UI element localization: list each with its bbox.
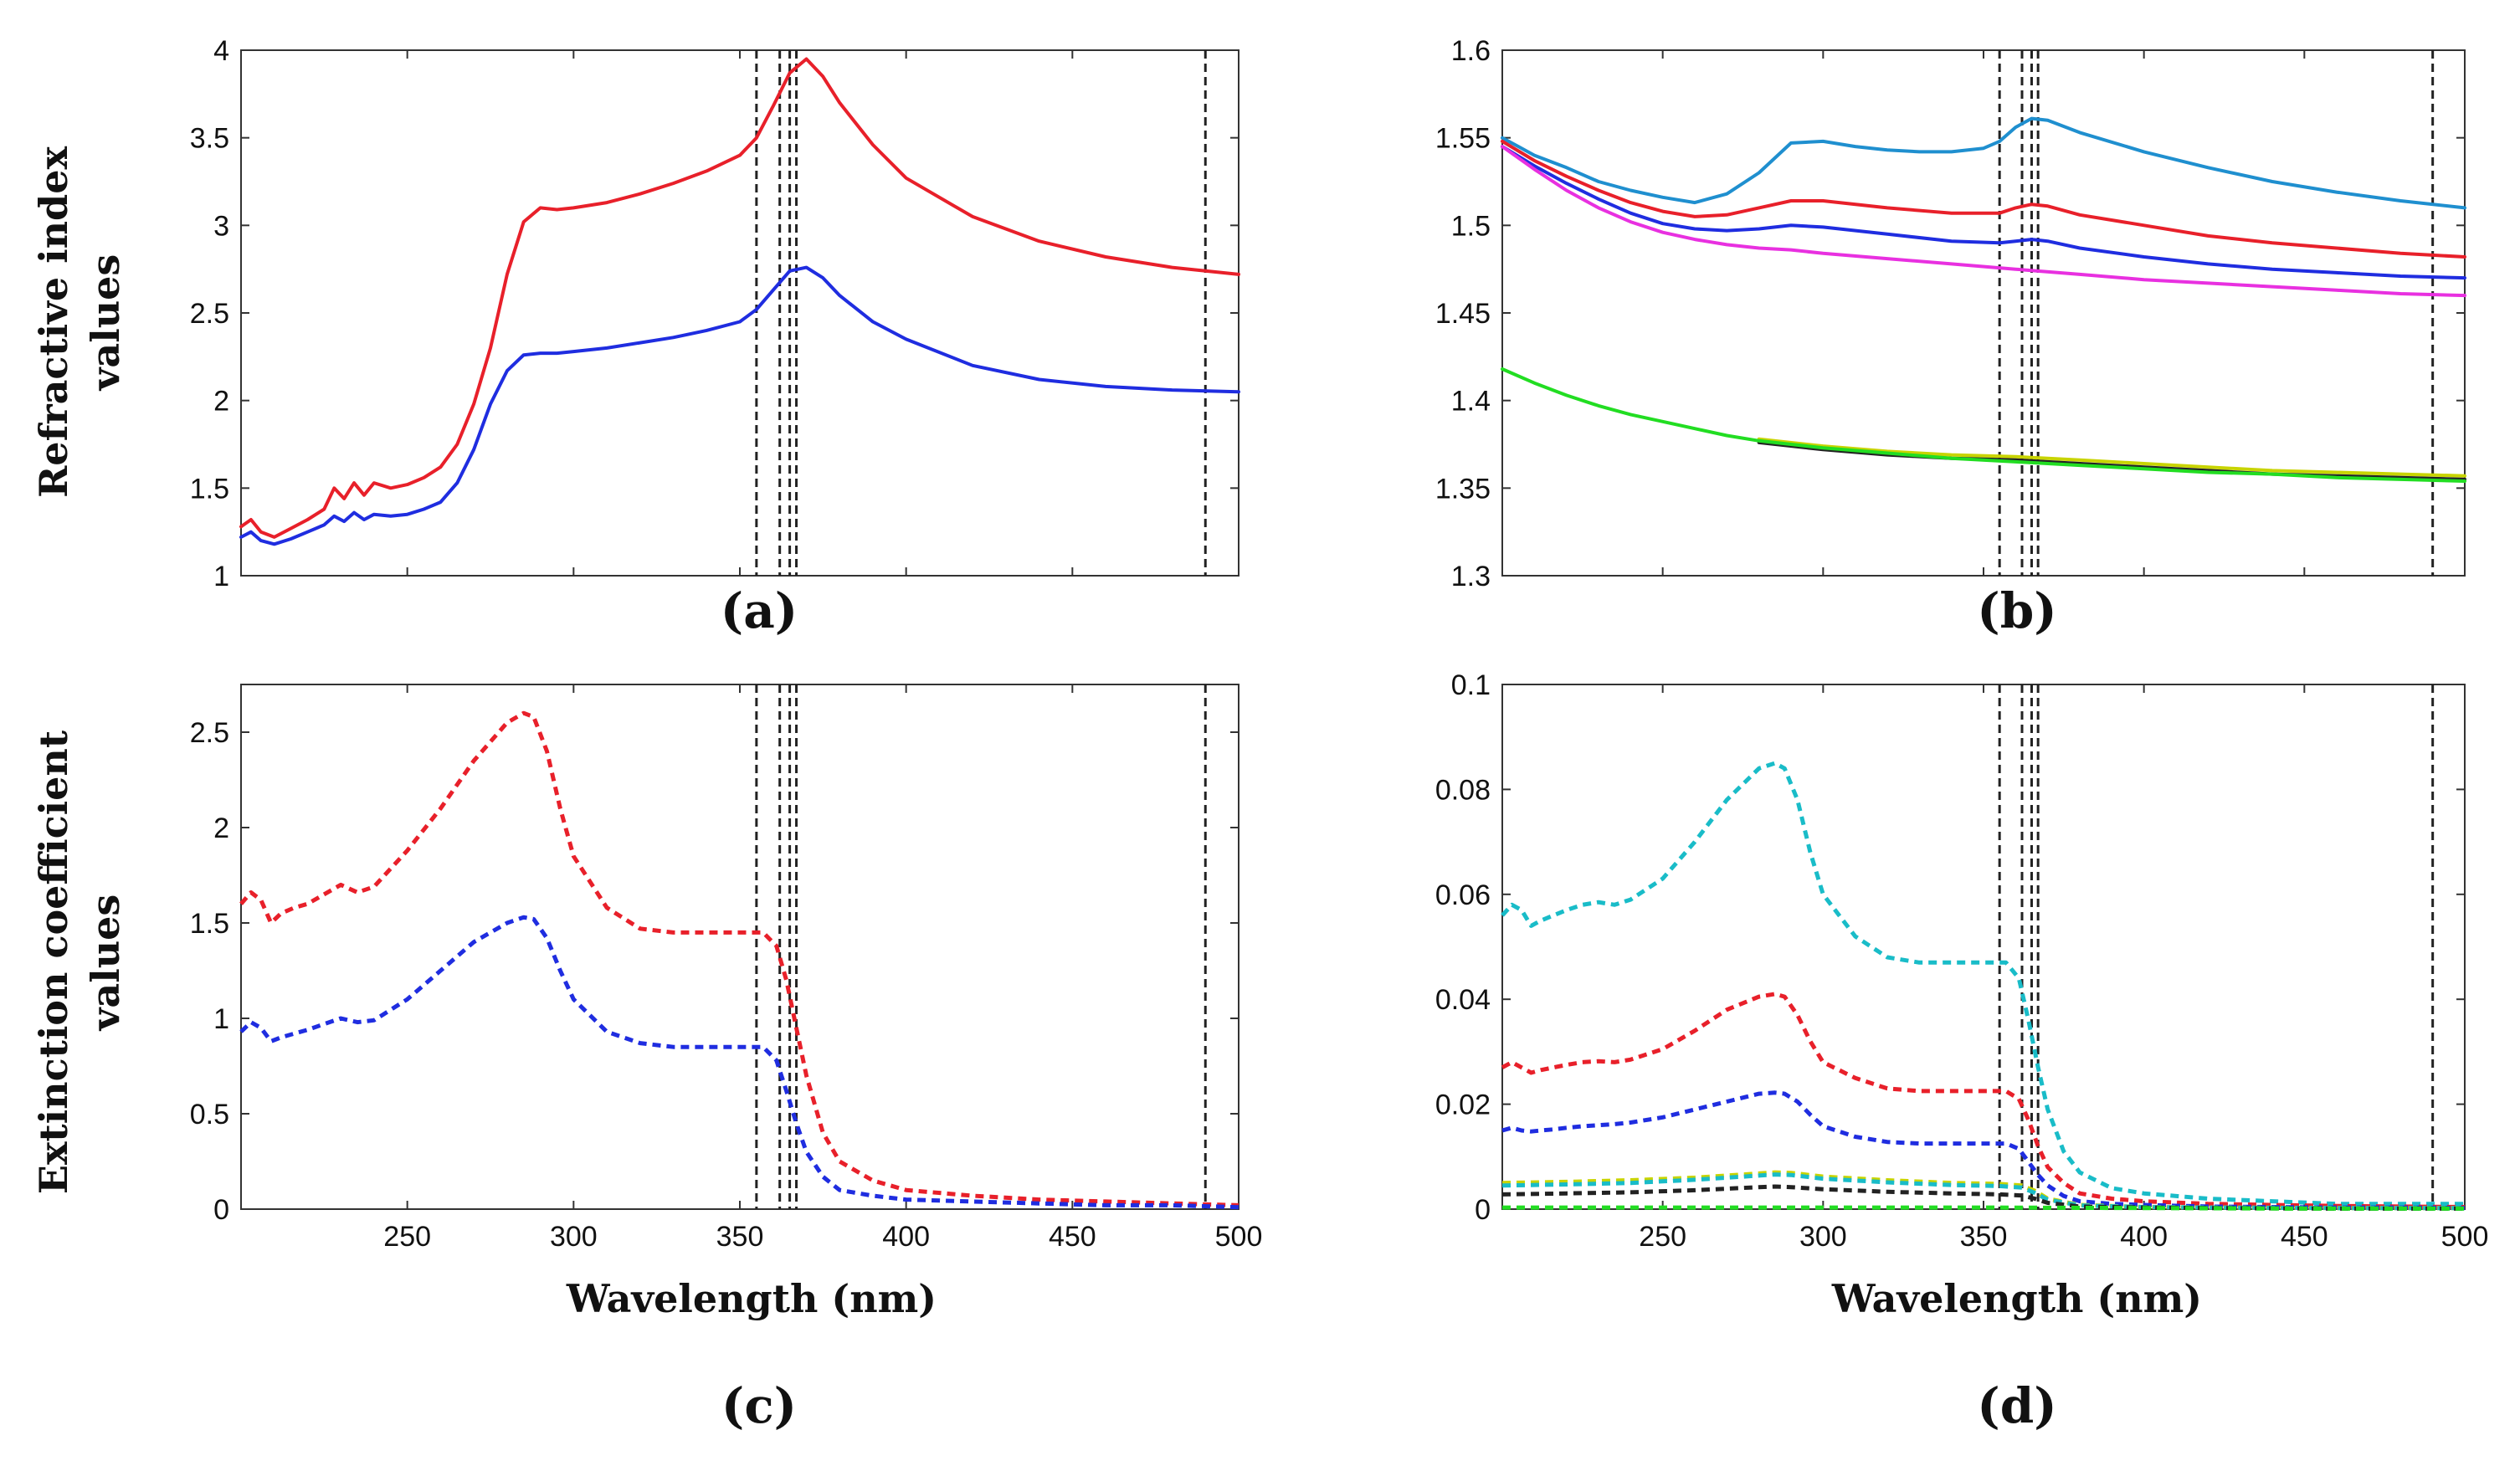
panel-label-c: (c) [721,1377,797,1434]
plot-area-b [1501,49,2466,577]
ytick-label-a: 2 [213,386,229,418]
xtick-label-d: 350 [1960,1221,2008,1253]
panel-b: (b) 1.3 1.35 1.4 1.45 1.5 1.55 1.6 [1435,35,2466,639]
panel-c: Extinction coefficient values Wavelength… [31,684,1262,1434]
panel-a: Refractive index values (a) 1 1.5 2 2.5 3 3.5… [31,35,1240,639]
xtick-label-c: 300 [550,1221,598,1253]
panel-d: Wavelength (nm) (d) 0 0.02 0.04 0.06 0.08 0.1… [1435,669,2489,1434]
ytick-label-b: 1.3 [1451,561,1491,592]
series-a-red [239,57,1240,539]
xtick-label-d: 400 [2120,1221,2168,1253]
ytick-label-a: 1 [213,561,229,592]
ylabel-a-line1: Refractive index [31,146,76,498]
series-d-green [1502,1205,2465,1211]
ytick-label-d: 0.04 [1435,984,1491,1016]
series-b-green [1501,367,2466,483]
series-d-blue [1501,1090,2466,1211]
ytick-label-c: 0.5 [190,1099,229,1130]
series-c-red [239,710,1239,1207]
xtick-label-c: 400 [882,1221,930,1253]
xtick-label-d: 500 [2441,1221,2489,1253]
xtick-label-d: 250 [1639,1221,1686,1253]
panel-label-a: (a) [721,582,798,639]
series-d-red [1501,992,2466,1209]
xtick-label-d: 450 [2281,1221,2328,1253]
plot-area-c [240,684,1239,1210]
xtick-label-c: 500 [1215,1221,1263,1253]
plot-area-d [1501,684,2466,1210]
panel-label-b: (b) [1977,582,2056,639]
xlabel-c: Wavelength (nm) [566,1276,937,1321]
xtick-label-c: 450 [1049,1221,1096,1253]
series-b-cyan-blue [1501,116,2466,210]
ytick-label-b: 1.55 [1435,123,1491,155]
ytick-label-b: 1.6 [1451,35,1491,67]
ytick-label-d: 0.08 [1435,774,1491,806]
ytick-label-d: 0.06 [1435,879,1491,911]
ytick-label-a: 3 [213,210,229,242]
ytick-label-b: 1.4 [1451,386,1491,418]
ylabel-c-line2: values [83,895,128,1032]
series-b-blue [1501,145,2466,280]
series-a-blue [239,265,1240,546]
ytick-label-a: 1.5 [190,473,229,505]
ytick-label-a: 3.5 [190,123,229,155]
ytick-label-d: 0.1 [1451,669,1491,701]
ylabel-a-line2: values [83,254,128,392]
ytick-label-c: 1.5 [190,908,229,940]
xtick-label-c: 250 [383,1221,431,1253]
ytick-label-d: 0.02 [1435,1089,1491,1121]
series-b-black [1757,440,2466,481]
series-b-red [1501,139,2466,259]
xtick-label-c: 350 [716,1221,764,1253]
plot-area-a [240,49,1239,577]
ytick-label-a: 4 [213,35,229,67]
series-b-yellow-green [1757,437,2466,478]
ylabel-c-line1: Extinction coefficient [31,730,76,1194]
series-b-magenta [1501,145,2466,298]
ytick-label-b: 1.35 [1435,473,1491,505]
ytick-label-c: 2.5 [190,717,229,749]
ytick-label-d: 0 [1475,1194,1491,1226]
xlabel-d: Wavelength (nm) [1831,1276,2202,1321]
ytick-label-c: 1 [213,1003,229,1035]
xtick-label-d: 300 [1799,1221,1847,1253]
series-d-cyan [1501,761,2465,1207]
panel-label-d: (d) [1977,1377,2056,1434]
ytick-label-a: 2.5 [190,298,229,330]
series-c-blue [239,915,1239,1210]
ytick-label-b: 1.45 [1435,298,1491,330]
ytick-label-c: 2 [213,813,229,844]
ytick-label-c: 0 [213,1194,229,1226]
ytick-label-b: 1.5 [1451,210,1491,242]
